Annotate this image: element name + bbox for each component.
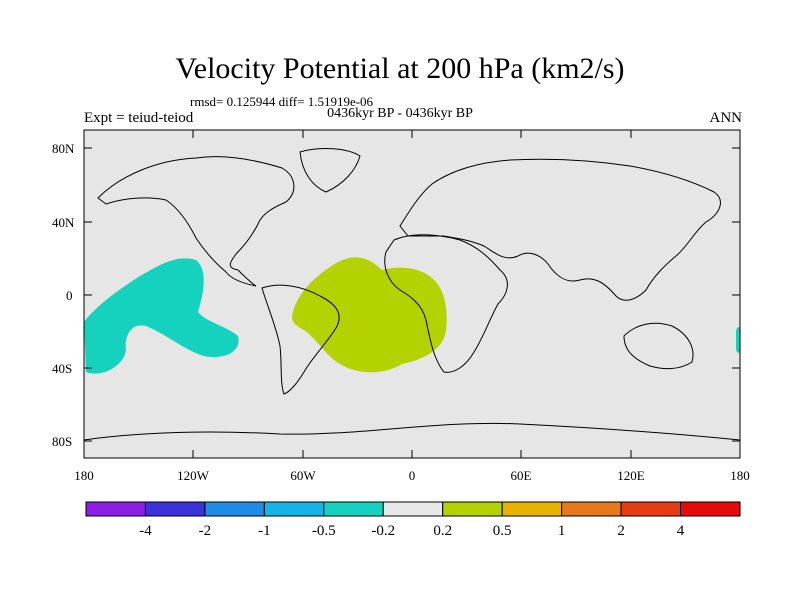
colorbar-label: -2 [199, 523, 212, 539]
colorbar-swatch [501, 501, 563, 517]
colorbar-swatch [442, 501, 503, 517]
coastlines [84, 148, 740, 441]
colorbar-swatch [620, 501, 682, 517]
colorbar-label: -1 [258, 523, 271, 539]
colorbar-swatch [561, 501, 622, 517]
colorbar-label: -0.5 [312, 523, 336, 539]
colorbar-swatch [382, 501, 444, 517]
colorbar-swatch [204, 501, 265, 517]
colorbar-swatch [263, 501, 325, 517]
lon-tick-0: 0 [409, 468, 416, 483]
lon-tick-120w: 120W [177, 468, 210, 483]
lon-tick-180w: 180 [74, 468, 94, 483]
colorbar-swatch [85, 501, 146, 517]
lat-tick-80n: 80N [52, 141, 75, 156]
lon-tick-120e: 120E [617, 468, 645, 483]
positive-anomaly-atlantic [292, 257, 447, 373]
lat-tick-40s: 40S [52, 361, 72, 376]
lat-tick-80s: 80S [52, 434, 72, 449]
lat-tick-0: 0 [66, 288, 73, 303]
colorbar-label: 2 [617, 523, 625, 539]
negative-anomaly-pacific [84, 258, 239, 374]
colorbar: -4 -2 -1 -0.5 -0.2 0.2 0.5 1 2 4 [85, 501, 741, 539]
colorbar-label: 4 [677, 523, 685, 539]
colorbar-label: -4 [139, 523, 152, 539]
lon-tick-60w: 60W [290, 468, 316, 483]
colorbar-swatch [680, 501, 741, 517]
colorbar-label: 1 [558, 523, 566, 539]
plot-subtitle: 0436kyr BP - 0436kyr BP [327, 106, 473, 121]
colorbar-label: 0.5 [493, 523, 512, 539]
colorbar-label: 0.2 [433, 523, 452, 539]
experiment-label: Expt = teiud-teiod [84, 110, 194, 126]
season-label: ANN [709, 110, 743, 126]
plot-title: Velocity Potential at 200 hPa (km2/s) [175, 52, 625, 85]
lon-tick-180e: 180 [730, 468, 750, 483]
lat-tick-40n: 40N [52, 215, 75, 230]
negative-anomaly-edge [736, 327, 740, 353]
lon-tick-60e: 60E [511, 468, 532, 483]
stats-line: rmsd= 0.125944 diff= 1.51919e-06 [190, 94, 374, 109]
colorbar-label: -0.2 [371, 523, 395, 539]
colorbar-swatch [323, 501, 384, 517]
map-content [84, 148, 740, 441]
lon-axis [83, 130, 741, 458]
lat-axis [84, 147, 740, 442]
colorbar-swatch [144, 501, 206, 517]
